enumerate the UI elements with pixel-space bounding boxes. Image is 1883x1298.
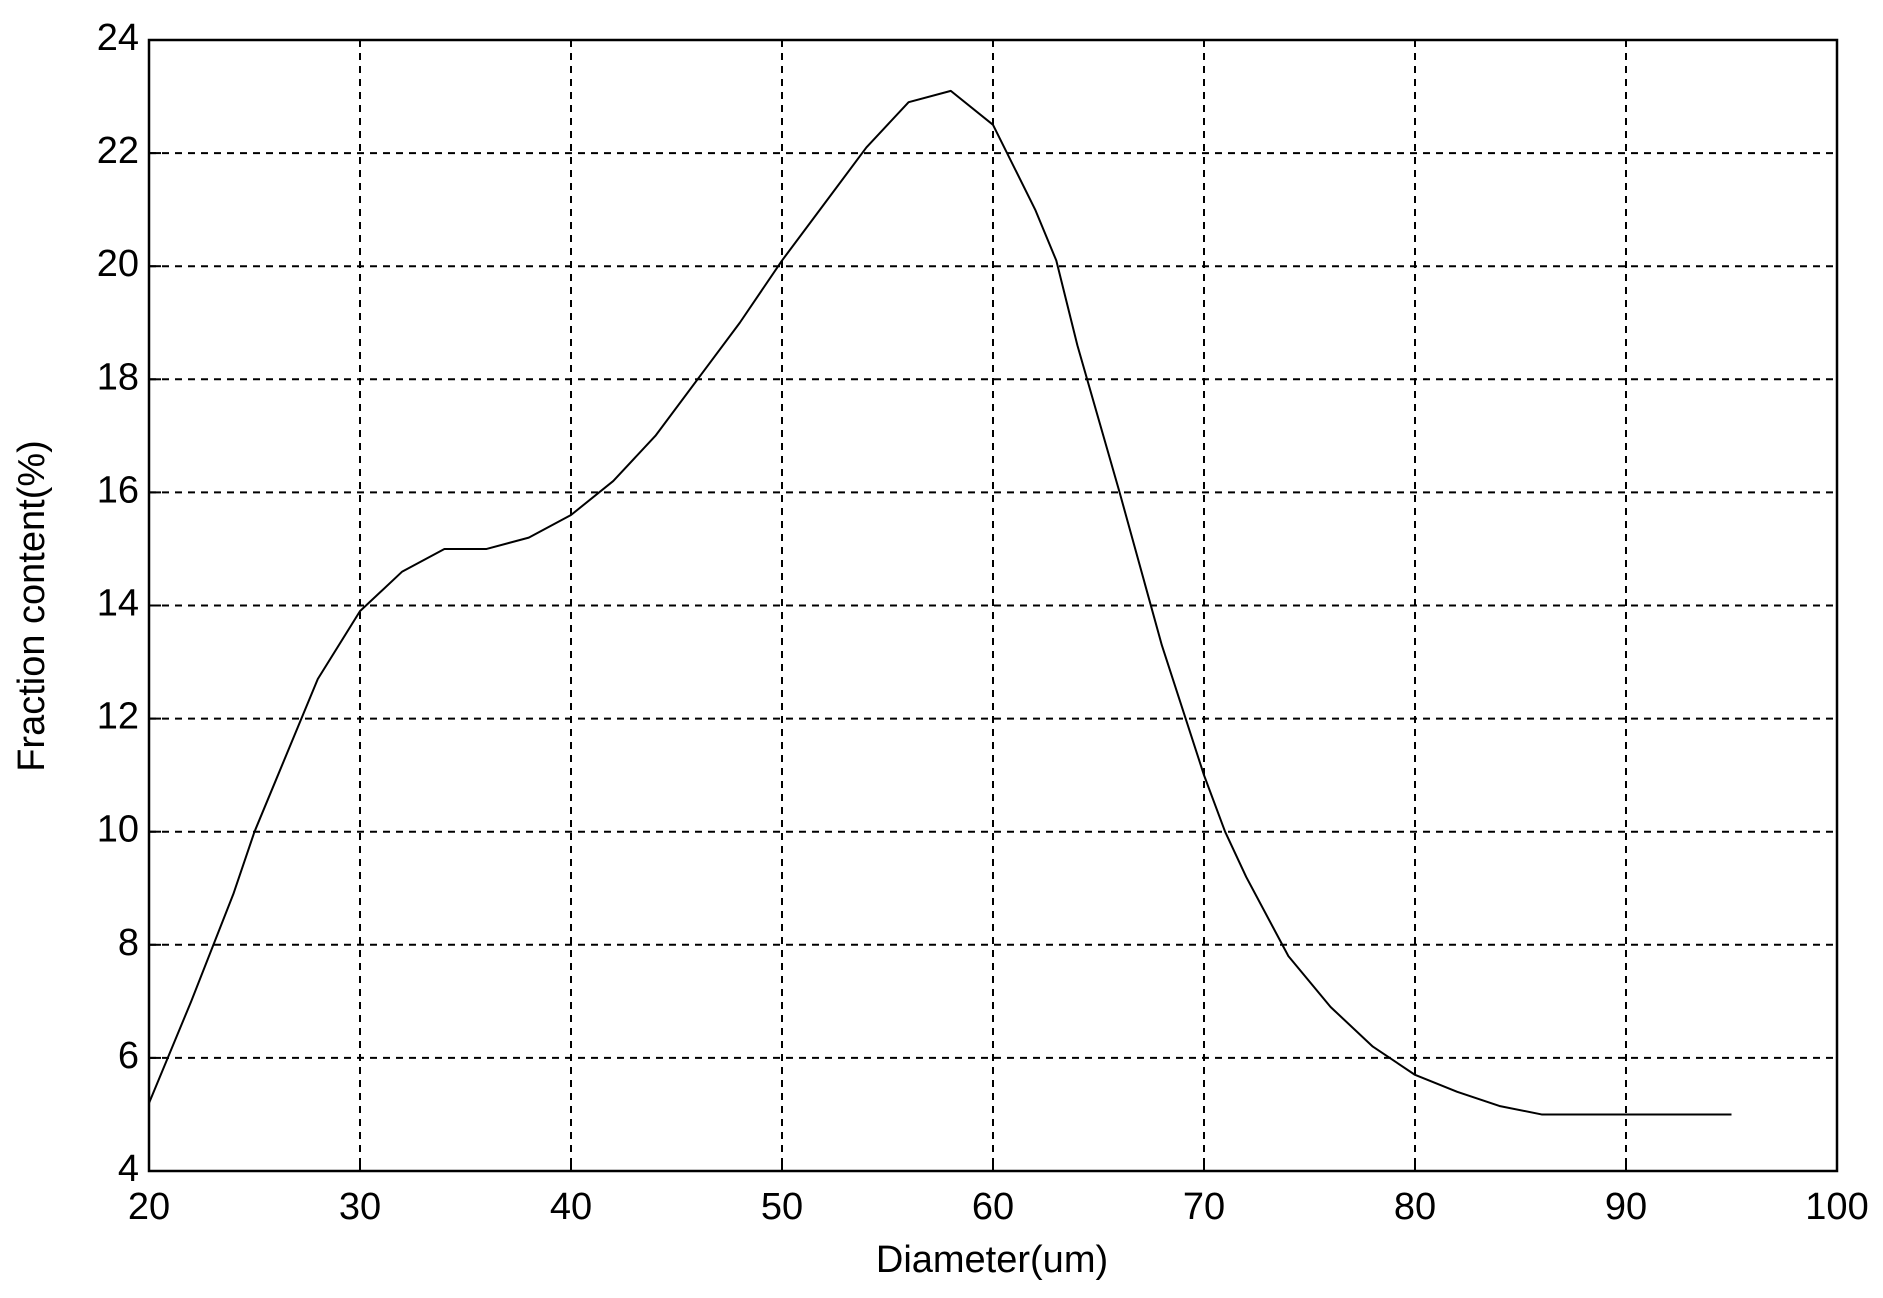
x-tick-label: 60: [972, 1186, 1014, 1228]
x-tick-label: 40: [550, 1186, 592, 1228]
y-tick-label: 14: [97, 583, 139, 625]
x-tick-label: 50: [761, 1186, 803, 1228]
y-tick-label: 8: [118, 922, 139, 964]
y-tick-label: 16: [97, 469, 139, 511]
x-tick-label: 20: [128, 1186, 170, 1228]
data-line: [148, 89, 1732, 1116]
x-tick-label: 30: [339, 1186, 381, 1228]
y-tick-label: 12: [97, 696, 139, 738]
x-tick-label: 90: [1605, 1186, 1647, 1228]
y-axis-label: Fraction content(%): [11, 440, 53, 772]
y-tick-label: 10: [97, 809, 139, 851]
y-tick-label: 4: [118, 1148, 139, 1190]
y-tick-label: 22: [97, 130, 139, 172]
x-tick-label: 100: [1805, 1186, 1868, 1228]
y-tick-label: 20: [97, 243, 139, 285]
y-tick-label: 6: [118, 1035, 139, 1077]
plot-frame: [147, 38, 1839, 1173]
y-tick-label: 18: [97, 356, 139, 398]
y-tick-label: 24: [97, 17, 139, 59]
x-tick-label: 70: [1183, 1186, 1225, 1228]
x-axis-label: Diameter(um): [876, 1239, 1108, 1281]
x-tick-label: 80: [1394, 1186, 1436, 1228]
